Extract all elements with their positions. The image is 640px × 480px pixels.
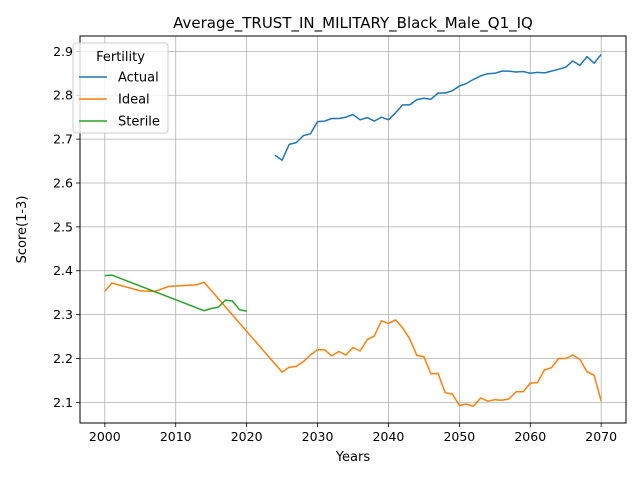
y-axis-label: Score(1-3) [15, 196, 30, 264]
series-line-sterile [104, 274, 247, 312]
legend-label-ideal: Ideal [118, 93, 150, 108]
x-tick-label: 2020 [231, 429, 263, 444]
series-line-ideal [104, 281, 602, 408]
x-tick-label: 2040 [373, 429, 405, 444]
x-tick-label: 2010 [160, 429, 192, 444]
y-tick-label: 2.3 [53, 307, 73, 322]
legend-title: Fertility [96, 50, 145, 65]
legend-label-actual: Actual [118, 71, 159, 86]
x-tick-label: 2050 [443, 429, 475, 444]
y-tick-label: 2.4 [53, 263, 73, 278]
series-line-actual [274, 53, 602, 161]
y-tick-label: 2.8 [53, 88, 73, 103]
x-tick-label: 2000 [89, 429, 121, 444]
legend-label-sterile: Sterile [118, 115, 160, 130]
series-lines [104, 53, 602, 408]
x-axis-ticks: 2000 2010 2020 2030 2040 2050 2060 2070 [89, 423, 617, 444]
y-tick-label: 2.7 [53, 132, 73, 147]
legend-box [72, 42, 169, 134]
y-tick-label: 2.9 [53, 44, 73, 59]
y-tick-label: 2.5 [53, 219, 73, 234]
x-tick-label: 2060 [514, 429, 546, 444]
plot-frame [79, 35, 627, 424]
y-tick-label: 2.1 [53, 395, 73, 410]
x-axis-label: Years [335, 450, 371, 465]
x-tick-label: 2070 [585, 429, 617, 444]
y-tick-label: 2.2 [53, 351, 73, 366]
legend-items: Actual Ideal Sterile [79, 71, 160, 130]
legend: Fertility Actual Ideal Sterile [72, 42, 169, 134]
x-tick-label: 2030 [302, 429, 334, 444]
chart-title: Average_TRUST_IN_MILITARY_Black_Male_Q1_… [173, 14, 533, 33]
y-axis-ticks: 2.1 2.2 2.3 2.4 2.5 2.6 2.7 2.8 2.9 [53, 44, 80, 410]
y-tick-label: 2.6 [53, 175, 73, 190]
grid [80, 36, 626, 423]
